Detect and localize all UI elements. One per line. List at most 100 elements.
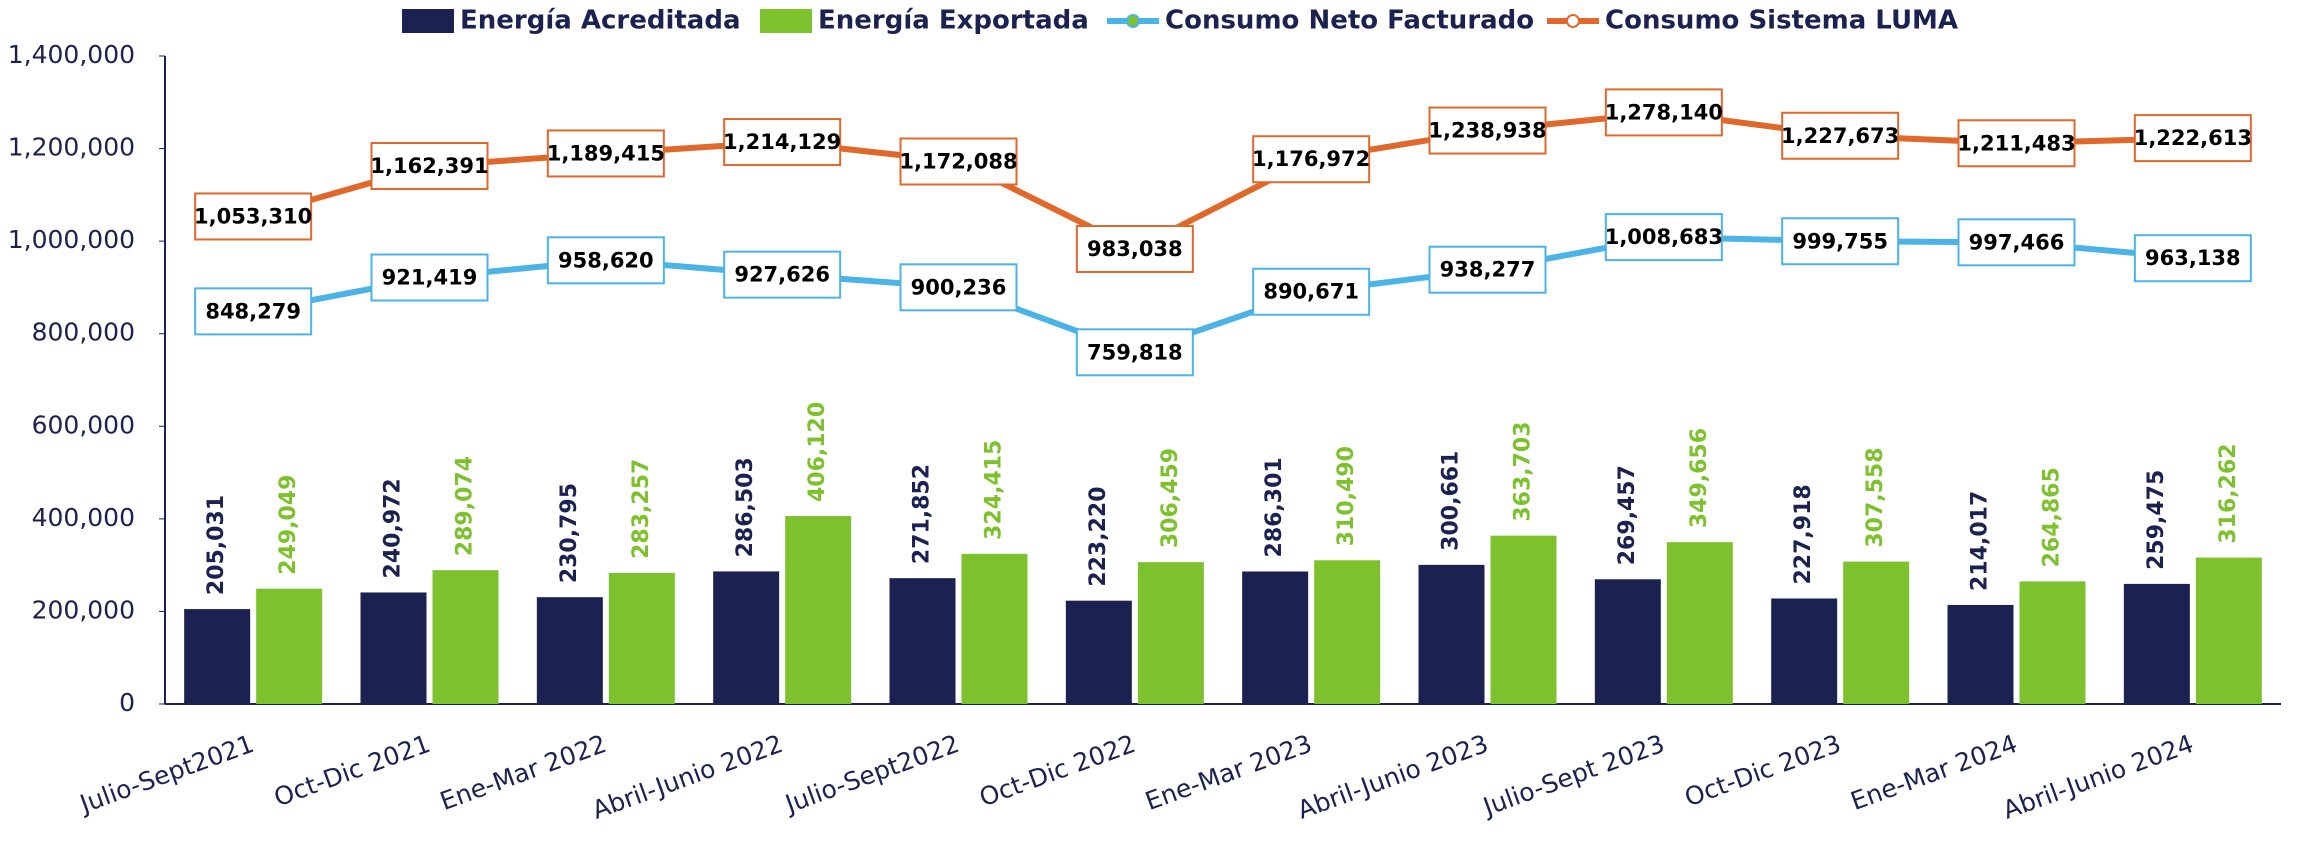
bar bbox=[1065, 600, 1132, 704]
value-label-box bbox=[370, 253, 489, 302]
x-tick-label: Oct-Dic 2023 bbox=[1681, 729, 1845, 812]
line-value-label: 759,818 bbox=[1087, 340, 1183, 364]
line-value-label: 1,053,310 bbox=[194, 204, 312, 228]
bar-value-label: 227,918 bbox=[1791, 484, 1816, 584]
bar bbox=[713, 571, 780, 704]
bar-value-label: 363,703 bbox=[1511, 421, 1536, 521]
x-tick-label: Abril-Junio 2022 bbox=[588, 729, 786, 825]
bar bbox=[2195, 557, 2262, 704]
bar-value-label: 205,031 bbox=[204, 495, 229, 595]
value-label-box bbox=[1957, 119, 2076, 168]
value-label-box bbox=[1252, 135, 1371, 184]
value-label-box bbox=[899, 263, 1018, 312]
x-tick-label: Ene-Mar 2024 bbox=[1847, 729, 2021, 816]
bar bbox=[2123, 583, 2190, 704]
bar bbox=[184, 609, 251, 704]
bar-value-label: 307,558 bbox=[1863, 447, 1888, 547]
value-label-box bbox=[1604, 213, 1723, 262]
value-label-box bbox=[899, 137, 1018, 186]
value-label-box bbox=[2133, 114, 2252, 163]
value-label-box bbox=[2133, 234, 2252, 283]
line-value-label: 890,671 bbox=[1263, 280, 1359, 304]
value-label-box bbox=[370, 141, 489, 190]
x-tick-label: Oct-Dic 2022 bbox=[975, 729, 1139, 812]
x-tick-label: Abril-Junio 2023 bbox=[1294, 729, 1492, 825]
x-tick-label: Julio-Sept2021 bbox=[74, 729, 257, 819]
bar bbox=[1490, 535, 1557, 704]
bar bbox=[1418, 564, 1485, 704]
bar-value-label: 289,074 bbox=[453, 456, 478, 556]
bar-value-label: 264,865 bbox=[2040, 467, 2065, 567]
line-value-label: 963,138 bbox=[2145, 246, 2241, 270]
bar bbox=[1947, 604, 2014, 704]
x-tick-label: Abril-Junio 2024 bbox=[1999, 729, 2197, 825]
line-value-label: 1,227,673 bbox=[1781, 124, 1899, 148]
value-label-box bbox=[1957, 218, 2076, 267]
legend-marker bbox=[1566, 14, 1580, 28]
value-label-box bbox=[194, 192, 313, 241]
bar bbox=[889, 578, 956, 704]
line-value-label: 900,236 bbox=[911, 275, 1007, 299]
value-label-box bbox=[1604, 88, 1723, 137]
bar-value-label: 306,459 bbox=[1158, 448, 1183, 548]
bar-value-label: 240,972 bbox=[381, 478, 406, 578]
bar bbox=[785, 516, 852, 704]
legend-label: Consumo Neto Facturado bbox=[1165, 6, 1534, 36]
bar bbox=[1594, 579, 1661, 704]
value-label-box bbox=[1428, 245, 1547, 294]
y-tick-label: 1,200,000 bbox=[8, 133, 135, 162]
bar bbox=[1843, 561, 1910, 704]
bar-value-label: 324,415 bbox=[982, 440, 1007, 540]
value-label-box bbox=[723, 118, 842, 167]
value-label-box bbox=[1075, 224, 1194, 273]
x-tick-label: Julio-Sept2022 bbox=[780, 729, 963, 819]
value-label-box bbox=[546, 236, 665, 285]
value-label-box bbox=[1428, 106, 1547, 155]
bar bbox=[1137, 562, 1204, 704]
line-value-label: 1,211,483 bbox=[1957, 131, 2075, 155]
bar-value-label: 349,656 bbox=[1687, 428, 1712, 528]
line-value-label: 1,162,391 bbox=[370, 154, 488, 178]
y-tick-label: 400,000 bbox=[32, 503, 135, 532]
bar bbox=[1771, 598, 1838, 704]
bar bbox=[360, 592, 427, 704]
y-tick-label: 1,400,000 bbox=[8, 40, 135, 69]
bar bbox=[961, 553, 1028, 704]
bar bbox=[2019, 581, 2086, 704]
value-label-box bbox=[1075, 328, 1194, 377]
line-value-label: 927,626 bbox=[734, 263, 830, 287]
line-value-label: 958,620 bbox=[558, 248, 654, 272]
line-value-label: 1,278,140 bbox=[1605, 100, 1723, 124]
value-label-box bbox=[723, 250, 842, 299]
line-value-label: 1,222,613 bbox=[2134, 126, 2252, 150]
value-label-box bbox=[1781, 111, 1900, 160]
value-label-box bbox=[1781, 217, 1900, 266]
y-tick-label: 1,000,000 bbox=[8, 225, 135, 254]
line bbox=[252, 109, 2193, 253]
bar-value-label: 286,301 bbox=[1262, 457, 1287, 557]
bar-value-label: 214,017 bbox=[1968, 491, 1993, 591]
x-tick-label: Julio-Sept 2023 bbox=[1478, 729, 1669, 822]
legend-label: Energía Exportada bbox=[818, 6, 1089, 36]
line-value-label: 1,238,938 bbox=[1428, 119, 1546, 143]
bar bbox=[256, 588, 323, 704]
line-value-label: 938,277 bbox=[1440, 258, 1536, 282]
bar-value-label: 259,475 bbox=[2144, 470, 2169, 570]
value-label-box bbox=[194, 287, 313, 336]
bar-value-label: 286,503 bbox=[733, 457, 758, 557]
x-tick-label: Ene-Mar 2023 bbox=[1141, 729, 1315, 816]
bar bbox=[608, 572, 675, 704]
bar bbox=[432, 570, 499, 704]
y-tick-label: 800,000 bbox=[32, 318, 135, 347]
bar-value-label: 406,120 bbox=[805, 402, 830, 502]
line-value-label: 848,279 bbox=[205, 299, 301, 323]
line-value-label: 1,008,683 bbox=[1605, 225, 1723, 249]
bar-value-label: 223,220 bbox=[1086, 486, 1111, 586]
line-value-label: 997,466 bbox=[1969, 230, 2065, 254]
bar-value-label: 249,049 bbox=[276, 475, 301, 575]
legend-label: Consumo Sistema LUMA bbox=[1605, 6, 1958, 36]
line-value-label: 1,172,088 bbox=[899, 149, 1017, 173]
line-value-label: 1,214,129 bbox=[723, 130, 841, 154]
bar bbox=[1314, 560, 1381, 704]
